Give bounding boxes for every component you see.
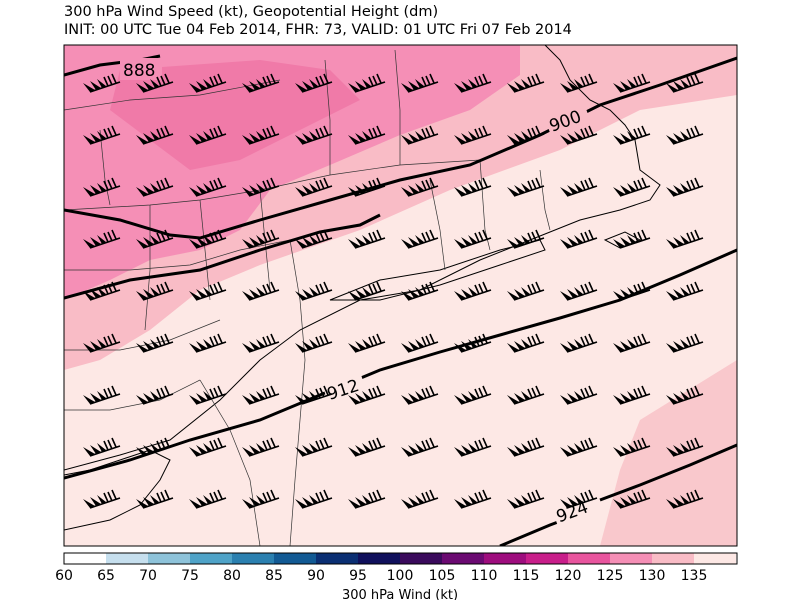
colorbar-tick-label: 105 bbox=[429, 568, 456, 584]
colorbar-swatch bbox=[148, 553, 190, 564]
colorbar-swatch bbox=[442, 553, 484, 564]
colorbar-swatch bbox=[568, 553, 610, 564]
colorbar-tick-label: 100 bbox=[387, 568, 414, 584]
wind-map: 888 900 912 924 bbox=[63, 44, 738, 547]
colorbar-swatch bbox=[484, 553, 526, 564]
colorbar-swatch bbox=[232, 553, 274, 564]
colorbar: 60 65 70 75 80 85 90 95 100 105 110 115 120 125 130 135… bbox=[55, 552, 738, 600]
jet-core bbox=[110, 60, 360, 170]
colorbar-tick-label: 110 bbox=[471, 568, 498, 584]
colorbar-swatch bbox=[400, 553, 442, 564]
colorbar-swatch bbox=[526, 553, 568, 564]
map-fields: 888 900 912 924 bbox=[64, 45, 737, 546]
colorbar-tick-label: 75 bbox=[181, 568, 199, 584]
colorbar-tick-label: 60 bbox=[55, 568, 73, 584]
map-subtitle: INIT: 00 UTC Tue 04 Feb 2014, FHR: 73, V… bbox=[64, 22, 572, 38]
colorbar-swatch bbox=[610, 553, 652, 564]
colorbar-tick-label: 90 bbox=[307, 568, 325, 584]
colorbar-tick-label: 115 bbox=[513, 568, 540, 584]
colorbar-swatch bbox=[652, 553, 694, 564]
colorbar-frame bbox=[63, 552, 738, 565]
colorbar-swatch bbox=[358, 553, 400, 564]
colorbar-ticks: 60 65 70 75 80 85 90 95 100 105 110 115 120 125 130 135 bbox=[55, 568, 707, 584]
colorbar-swatch bbox=[64, 553, 106, 564]
colorbar-swatches bbox=[64, 553, 737, 564]
colorbar-swatch bbox=[316, 553, 358, 564]
colorbar-tick-label: 80 bbox=[223, 568, 241, 584]
wind-speed-band-se bbox=[600, 360, 737, 546]
colorbar-tick-label: 95 bbox=[349, 568, 367, 584]
colorbar-tick-label: 130 bbox=[639, 568, 666, 584]
colorbar-swatch bbox=[274, 553, 316, 564]
map-title: 300 hPa Wind Speed (kt), Geopotential He… bbox=[64, 4, 439, 20]
colorbar-label: 300 hPa Wind (kt) bbox=[342, 588, 458, 600]
colorbar-tick-label: 125 bbox=[597, 568, 624, 584]
colorbar-swatch bbox=[190, 553, 232, 564]
colorbar-tick-label: 135 bbox=[681, 568, 708, 584]
contour-labels: 888 900 912 924 bbox=[120, 58, 596, 527]
colorbar-tick-label: 120 bbox=[555, 568, 582, 584]
map-frame bbox=[63, 44, 738, 547]
colorbar-tick-label: 85 bbox=[265, 568, 283, 584]
colorbar-tick-label: 65 bbox=[97, 568, 115, 584]
colorbar-swatch bbox=[106, 553, 148, 564]
colorbar-tick-label: 70 bbox=[139, 568, 157, 584]
colorbar-swatch bbox=[694, 553, 736, 564]
contour-label-888: 888 bbox=[123, 61, 155, 81]
